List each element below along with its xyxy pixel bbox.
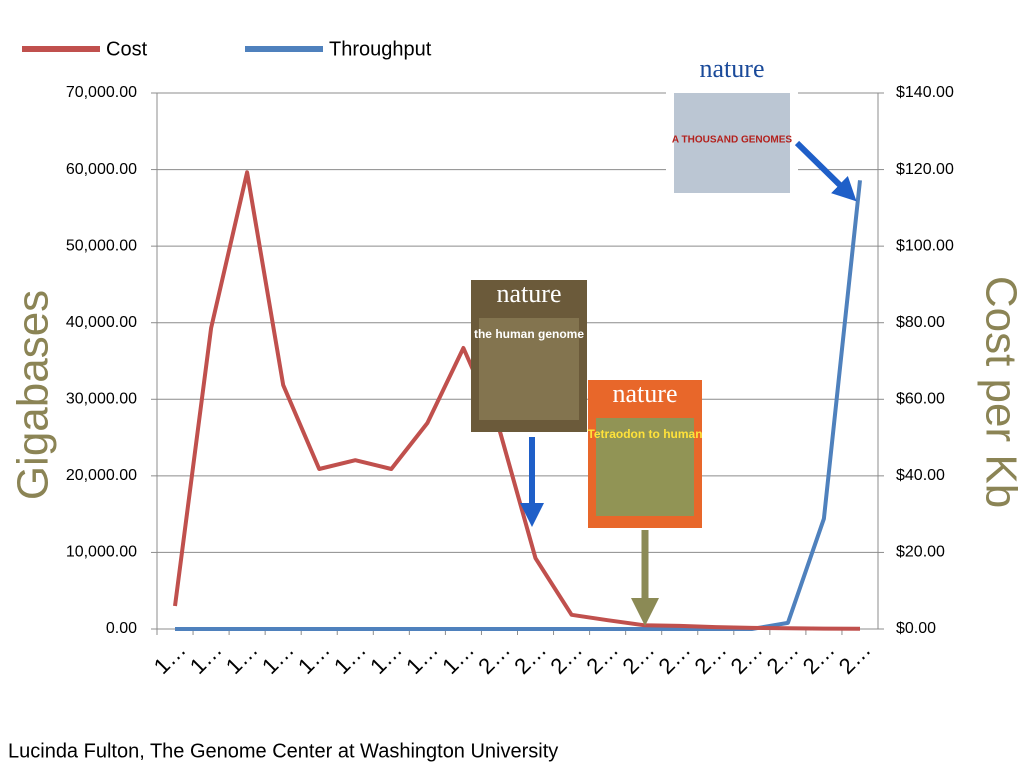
x-tick-label: 1… — [293, 637, 335, 679]
y2-tick-label: $80.00 — [896, 314, 945, 331]
x-tick-label: 1… — [149, 637, 191, 679]
x-tick-label: 1… — [221, 637, 263, 679]
x-tick-label: 1… — [401, 637, 443, 679]
y-tick-label: 60,000.00 — [66, 161, 137, 178]
y-tick-label: 30,000.00 — [66, 391, 137, 408]
y2-tick-label: $140.00 — [896, 84, 954, 101]
y-tick-label: 0.00 — [106, 620, 137, 637]
x-tick-label: 1… — [437, 637, 479, 679]
x-tick-label: 2… — [545, 637, 587, 679]
y2-tick-label: $100.00 — [896, 237, 954, 254]
cover-subtitle: the human genome — [474, 327, 584, 341]
x-tick-label: 1… — [185, 637, 227, 679]
credit: Lucinda Fulton, The Genome Center at Was… — [8, 740, 558, 762]
legend-label: Throughput — [329, 38, 432, 60]
x-tick-label: 1… — [257, 637, 299, 679]
y2-tick-label: $60.00 — [896, 391, 945, 408]
series-line — [173, 170, 861, 631]
y-axis-label: Gigabases — [9, 290, 58, 500]
cover-art — [479, 318, 579, 420]
x-tick-label: 2… — [653, 637, 695, 679]
y-tick-label: 70,000.00 — [66, 84, 137, 101]
cover-title: nature — [497, 279, 562, 308]
x-tick-label: 1… — [329, 637, 371, 679]
x-tick-label: 2… — [473, 637, 515, 679]
y-tick-label: 20,000.00 — [66, 467, 137, 484]
x-tick-label: 2… — [798, 637, 840, 679]
cover-art — [674, 93, 790, 193]
legend-label: Cost — [106, 38, 148, 60]
y2-tick-label: $120.00 — [896, 161, 954, 178]
cover-title: nature — [700, 54, 765, 83]
arrow — [794, 140, 857, 202]
y2-tick-label: $0.00 — [896, 620, 936, 637]
x-tick-label: 2… — [834, 637, 876, 679]
y-tick-label: 40,000.00 — [66, 314, 137, 331]
y2-axis-label: Cost per Kb — [976, 276, 1024, 508]
y-tick-label: 10,000.00 — [66, 544, 137, 561]
cover-subtitle: Tetraodon to human — [587, 427, 702, 441]
cover-subtitle: A THOUSAND GENOMES — [672, 135, 793, 146]
x-tick-label: 2… — [581, 637, 623, 679]
x-tick-label: 2… — [509, 637, 551, 679]
y2-tick-label: $40.00 — [896, 467, 945, 484]
x-tick-label: 2… — [726, 637, 768, 679]
x-tick-label: 2… — [690, 637, 732, 679]
x-tick-label: 2… — [762, 637, 804, 679]
y-tick-label: 50,000.00 — [66, 237, 137, 254]
y2-tick-label: $20.00 — [896, 544, 945, 561]
x-tick-label: 1… — [365, 637, 407, 679]
cover-title: nature — [613, 379, 678, 408]
x-tick-label: 2… — [617, 637, 659, 679]
cover-art — [596, 418, 694, 516]
